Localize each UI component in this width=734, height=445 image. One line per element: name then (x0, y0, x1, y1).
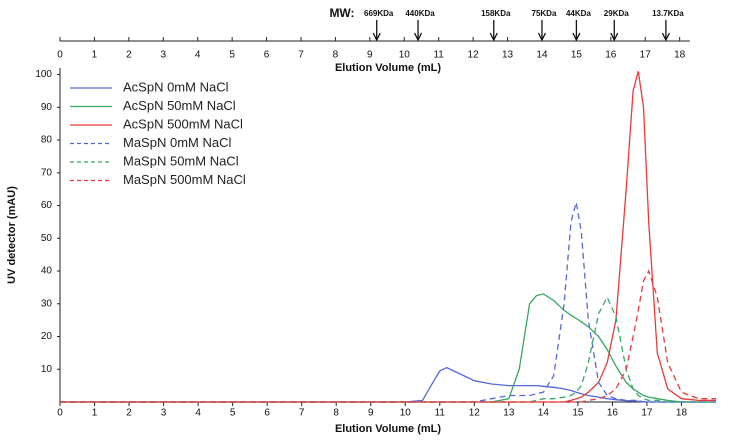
y-tick-label: 20 (41, 331, 53, 342)
y-axis-title: UV detector (mAU) (6, 186, 18, 284)
mw-marker-label: 440KDa (405, 9, 435, 18)
mw-arrow-head (372, 32, 381, 42)
top-tick-label: 0 (57, 50, 63, 61)
x-tick-label: 10 (400, 408, 412, 419)
y-tick-label: 40 (41, 266, 53, 277)
mw-arrow-head (537, 32, 547, 42)
y-tick-label: 50 (41, 233, 53, 244)
y-tick-label: 80 (41, 135, 53, 146)
mw-marker-label: 44KDa (566, 9, 591, 18)
y-tick-label: 70 (41, 167, 53, 178)
mw-arrow-head (661, 32, 670, 42)
mw-arrow-head (489, 32, 498, 42)
x-axis-title: Elution Volume (mL) (335, 423, 441, 435)
top-tick-label: 14 (536, 50, 548, 61)
top-tick-label: 18 (674, 50, 686, 61)
mw-arrow-head (572, 32, 581, 42)
x-tick-label: 16 (607, 408, 619, 419)
top-tick-label: 13 (502, 50, 514, 61)
x-tick-label: 6 (264, 408, 270, 419)
mw-marker-label: 29KDa (604, 9, 629, 18)
mw-label: MW: (329, 6, 354, 20)
mw-marker-label: 158KDa (481, 9, 511, 18)
x-tick-label: 12 (469, 408, 481, 419)
y-tick-label: 90 (41, 102, 53, 113)
y-tick-label: 30 (41, 298, 53, 309)
mw-arrow-head (610, 32, 619, 42)
top-tick-label: 6 (264, 50, 270, 61)
x-tick-label: 13 (503, 408, 515, 419)
x-tick-label: 11 (435, 408, 446, 419)
top-tick-label: 15 (571, 50, 583, 61)
legend-label: MaSpN 500mM NaCl (123, 172, 246, 187)
series-line (60, 269, 716, 403)
x-tick-label: 8 (333, 408, 339, 419)
mw-arrow-head (413, 32, 423, 42)
top-tick-label: 12 (468, 50, 480, 61)
x-tick-label: 14 (538, 408, 550, 419)
top-tick-label: 10 (399, 50, 411, 61)
x-tick-label: 4 (195, 408, 201, 419)
x-tick-label: 5 (230, 408, 236, 419)
x-tick-label: 1 (92, 408, 98, 419)
x-tick-label: 15 (572, 408, 584, 419)
x-tick-label: 18 (676, 408, 688, 419)
y-tick-label: 100 (35, 69, 52, 80)
top-tick-label: 3 (160, 50, 166, 61)
top-tick-label: 4 (195, 50, 201, 61)
legend-label: AcSpN 0mM NaCl (123, 79, 229, 94)
mw-marker-label: 13.7KDa (652, 9, 684, 18)
top-tick-label: 17 (640, 50, 652, 61)
x-tick-label: 17 (641, 408, 653, 419)
legend-label: MaSpN 0mM NaCl (123, 135, 231, 150)
mw-marker-label: 75KDa (532, 9, 557, 18)
top-tick-label: 7 (298, 50, 304, 61)
y-tick-label: 10 (41, 364, 53, 375)
legend-label: MaSpN 50mM NaCl (123, 153, 239, 168)
top-tick-label: 8 (333, 50, 339, 61)
x-tick-label: 2 (126, 408, 132, 419)
y-tick-label: 60 (41, 200, 53, 211)
legend-label: AcSpN 500mM NaCl (123, 116, 243, 131)
top-tick-label: 1 (92, 50, 98, 61)
top-tick-label: 5 (229, 50, 235, 61)
mw-marker-label: 669KDa (364, 9, 394, 18)
top-tick-label: 9 (367, 50, 373, 61)
top-tick-label: 16 (605, 50, 617, 61)
x-tick-label: 3 (161, 408, 167, 419)
top-tick-label: 11 (433, 50, 444, 61)
top-axis-title: Elution Volume (mL) (335, 62, 441, 74)
x-tick-label: 9 (368, 408, 374, 419)
x-tick-label: 0 (57, 408, 63, 419)
x-tick-label: 7 (299, 408, 305, 419)
legend-label: AcSpN 50mM NaCl (123, 98, 236, 113)
top-tick-label: 2 (126, 50, 132, 61)
